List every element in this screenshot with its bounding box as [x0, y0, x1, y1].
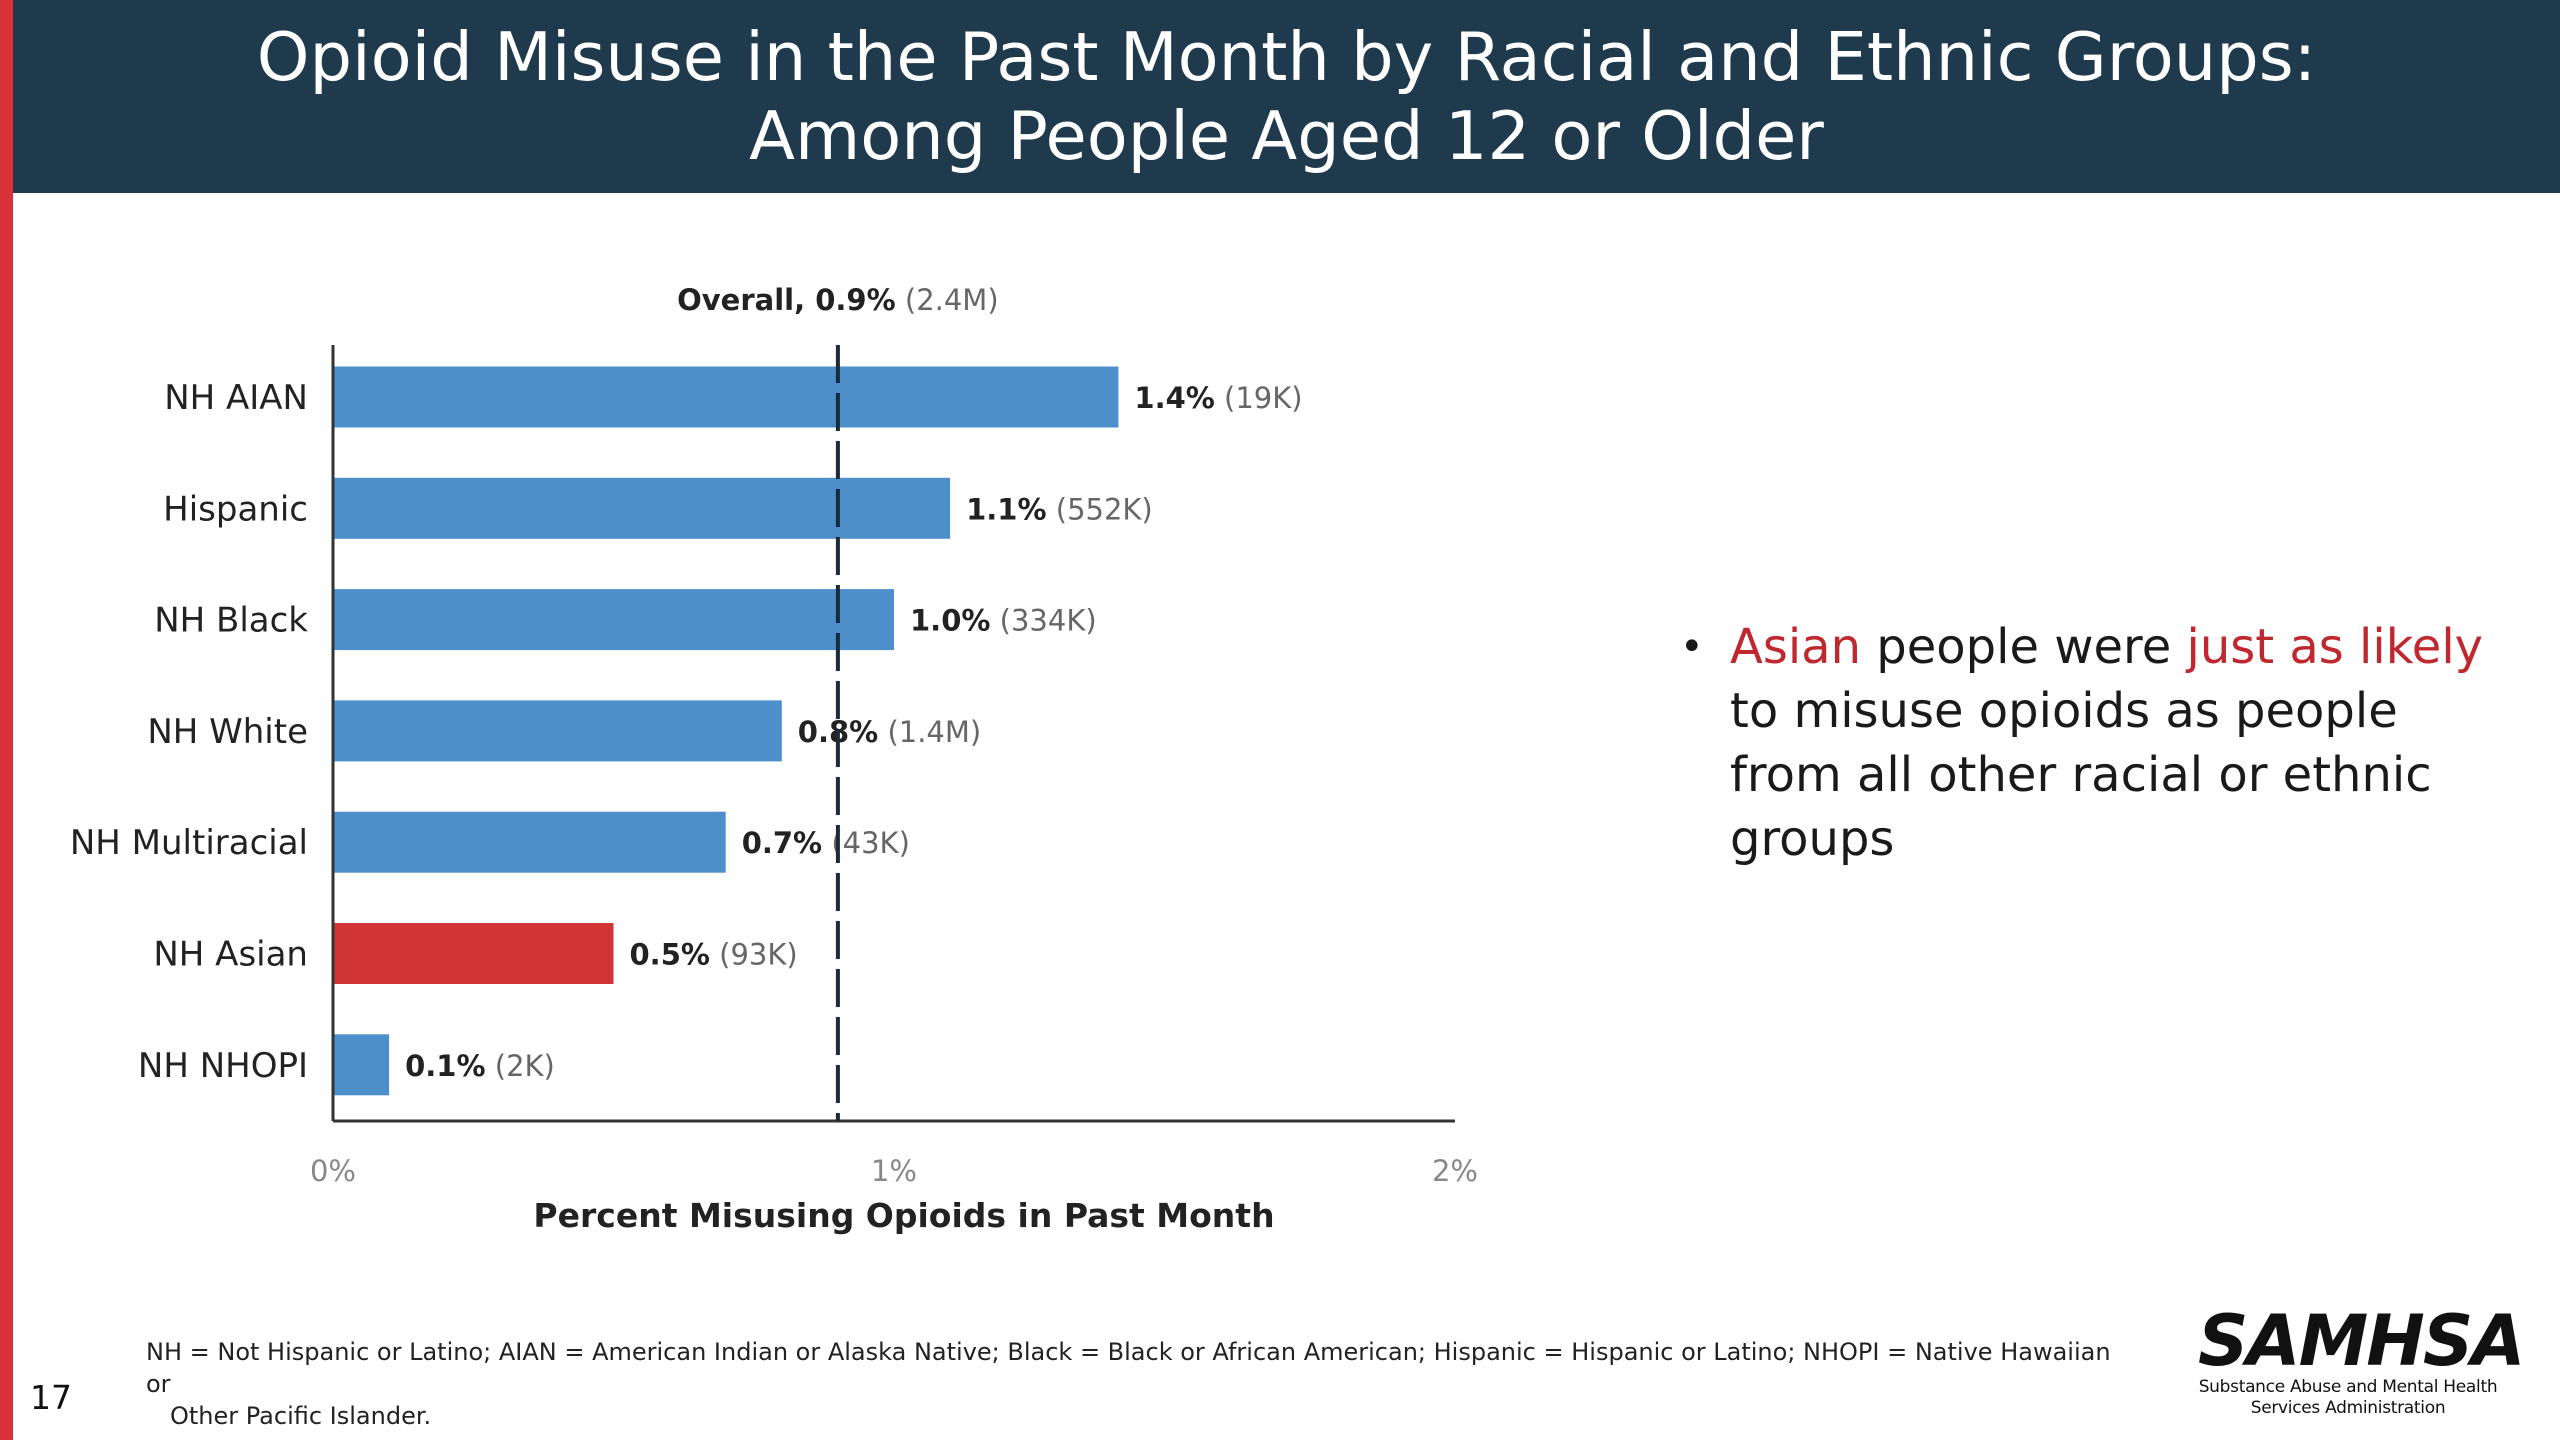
data-label: 0.5% (93K)	[630, 938, 798, 972]
bar	[333, 366, 1119, 428]
data-label: 1.4% (19K)	[1134, 381, 1302, 415]
data-label-count: (43K)	[822, 826, 910, 860]
data-label-count: (1.4M)	[878, 715, 981, 749]
samhsa-logo: SAMHSA Substance Abuse and Mental Health…	[2198, 1300, 2525, 1419]
callout-text: • Asian people were just as likely to mi…	[1670, 615, 2490, 871]
callout-text-part: to misuse opioids as people from all oth…	[1730, 683, 2432, 867]
left-accent-stripe	[0, 0, 13, 1440]
category-label: NH Multiracial	[70, 823, 308, 863]
x-tick-label: 2%	[1432, 1154, 1478, 1188]
data-label-count: (19K)	[1215, 381, 1303, 415]
data-label: 0.8% (1.4M)	[798, 715, 981, 749]
bar	[333, 700, 782, 762]
data-label: 0.7% (43K)	[742, 826, 910, 860]
logo-wordmark: SAMHSA	[2198, 1300, 2525, 1382]
category-label: NH NHOPI	[138, 1046, 308, 1086]
x-tick-label: 0%	[310, 1154, 356, 1188]
category-label: NH AIAN	[164, 378, 308, 418]
data-label-percent: 1.1%	[966, 492, 1046, 526]
bar	[333, 811, 726, 873]
data-label-count: (2K)	[486, 1049, 555, 1083]
bar	[333, 477, 951, 539]
slide-title-line-2: Among People Aged 12 or Older	[749, 96, 1824, 175]
x-tick-label: 1%	[871, 1154, 917, 1188]
data-label-percent: 0.1%	[405, 1049, 485, 1083]
callout-text-part: people were	[1861, 619, 2187, 675]
data-label: 1.1% (552K)	[966, 492, 1153, 526]
category-label: NH Asian	[153, 935, 308, 975]
callout-highlight-text: Asian	[1730, 619, 1862, 675]
logo-subtitle-line-1: Substance Abuse and Mental Health	[2198, 1377, 2498, 1397]
data-label-percent: 1.0%	[910, 604, 990, 638]
callout-highlight-text: just as likely	[2186, 619, 2484, 675]
category-label: NH Black	[154, 601, 308, 641]
reference-label: Overall, 0.9% (2.4M)	[677, 283, 999, 317]
bar	[333, 1034, 390, 1096]
footnote-line-2: Other Pacific Islander.	[170, 1402, 432, 1430]
x-axis-title: Percent Misusing Opioids in Past Month	[533, 1196, 1274, 1235]
category-label: NH White	[147, 712, 308, 752]
data-label-percent: 0.5%	[630, 938, 710, 972]
data-label-count: (552K)	[1047, 492, 1153, 526]
data-label-count: (334K)	[990, 604, 1096, 638]
data-label-percent: 0.7%	[742, 826, 822, 860]
footnote-line-1: NH = Not Hispanic or Latino; AIAN = Amer…	[146, 1338, 2111, 1398]
slide-title-line-1: Opioid Misuse in the Past Month by Racia…	[256, 17, 2317, 96]
data-label-percent: 1.4%	[1134, 381, 1214, 415]
data-label-count: (93K)	[710, 938, 798, 972]
logo-subtitle-line-2: Services Administration	[2250, 1398, 2446, 1418]
reference-label-count: (2.4M)	[896, 283, 999, 317]
reference-label-percent: Overall, 0.9%	[677, 283, 896, 317]
page-number: 17	[30, 1378, 72, 1417]
slide-header: Opioid Misuse in the Past Month by Racia…	[13, 0, 2560, 193]
callout-bullet-item: Asian people were just as likely to misu…	[1730, 615, 2490, 871]
bar	[333, 589, 894, 651]
data-label: 0.1% (2K)	[405, 1049, 555, 1083]
footnote: NH = Not Hispanic or Latino; AIAN = Amer…	[146, 1336, 2126, 1432]
bar	[333, 923, 614, 984]
bullet-icon: •	[1680, 624, 1704, 670]
category-label: Hispanic	[163, 489, 308, 529]
data-label: 1.0% (334K)	[910, 604, 1097, 638]
